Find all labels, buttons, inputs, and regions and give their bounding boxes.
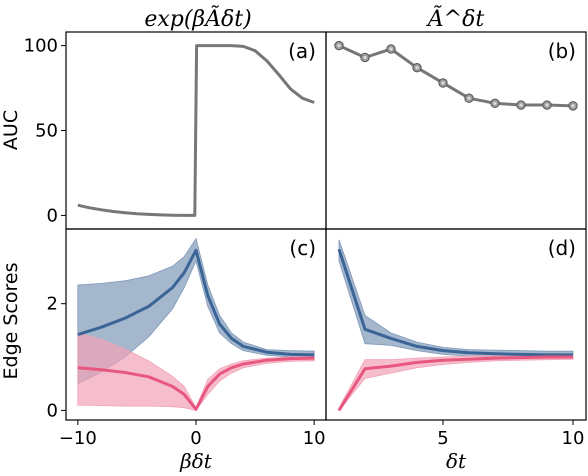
panel-label: (a)	[288, 39, 316, 63]
y-tick-label: 50	[35, 121, 58, 142]
data-point-center	[467, 96, 471, 100]
series-mean-blue	[77, 248, 315, 357]
data-point-center	[363, 55, 367, 60]
panel-label: (d)	[548, 236, 576, 260]
ylabel-edge-scores: Edge Scores	[0, 263, 22, 380]
x-tick-label: 5	[437, 428, 448, 449]
col-title-right: Ã^δt	[426, 4, 485, 32]
series-mean-blue	[337, 248, 573, 357]
data-point-center	[389, 47, 393, 51]
col-title-left: exp(βÃδt)	[144, 4, 251, 32]
y-tick-label: 100	[24, 36, 58, 57]
xlabel-left: βδt	[179, 449, 213, 473]
panel-a: (a) 0 50 100	[24, 31, 327, 230]
data-point-center	[493, 101, 497, 105]
data-point-center	[441, 81, 445, 85]
series-mean-pink	[77, 356, 315, 411]
panel-c: (c)02−10 0 10	[47, 228, 327, 449]
y-tick-label: 2	[47, 294, 58, 315]
panel-label: (b)	[548, 39, 576, 63]
series-line	[77, 44, 315, 217]
y-tick-label: 0	[47, 205, 58, 226]
x-tick-label: 0	[190, 428, 201, 449]
data-point-center	[571, 104, 575, 108]
panel-frame	[325, 228, 587, 421]
data-point-center	[545, 103, 549, 107]
y-tick-label: 0	[47, 400, 58, 421]
series-line	[338, 44, 574, 108]
panel-d: (d) 5 10	[325, 228, 587, 449]
x-tick-label: 10	[303, 428, 326, 449]
data-point-center	[415, 66, 419, 70]
x-tick-label: −10	[59, 428, 97, 449]
panel-b: (b)	[325, 31, 587, 230]
xlabel-right: δt	[446, 449, 467, 473]
ylabel-auc: AUC	[0, 110, 22, 150]
data-point-center	[337, 43, 341, 48]
panel-label: (c)	[289, 236, 316, 260]
x-tick-label: 10	[562, 428, 585, 449]
series-band-pink	[77, 332, 315, 411]
series-band-blue	[338, 239, 574, 359]
data-point-center	[519, 103, 523, 107]
series-mean-pink	[337, 355, 573, 412]
series-band-pink	[338, 354, 574, 412]
